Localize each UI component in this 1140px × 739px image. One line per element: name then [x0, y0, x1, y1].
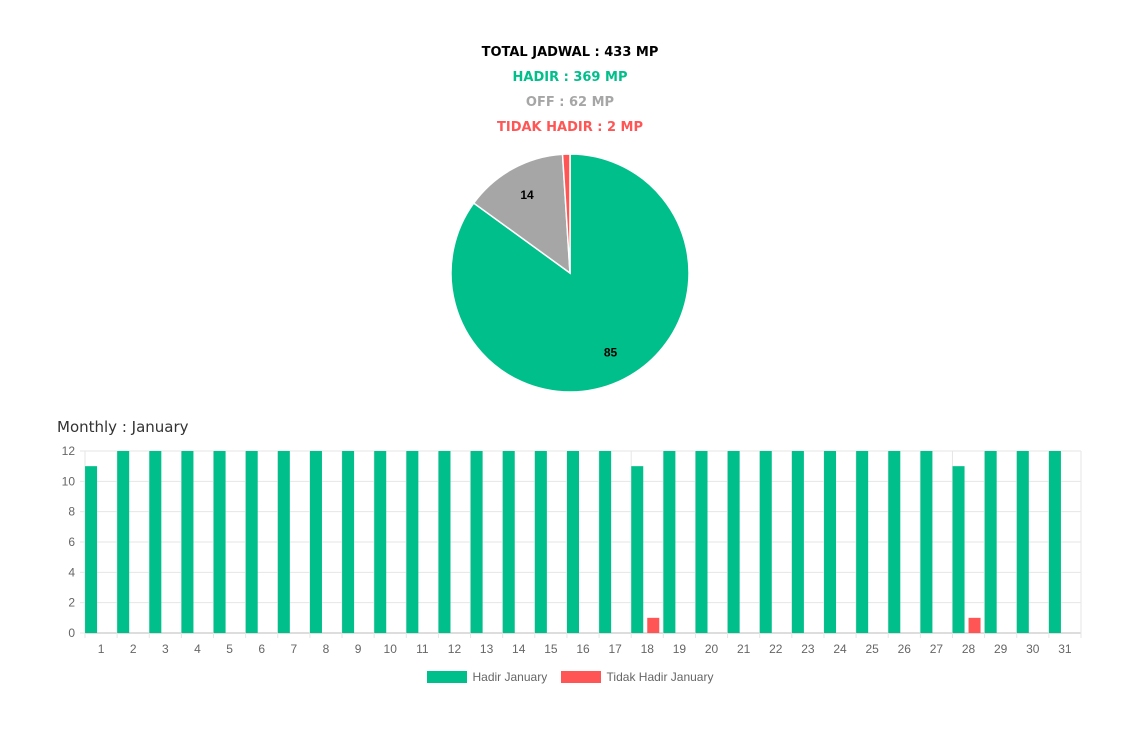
x-tick-label: 11 [416, 642, 429, 656]
bar-tidak-hadir[interactable] [968, 617, 981, 633]
x-tick-label: 21 [737, 642, 751, 656]
bar-hadir[interactable] [502, 451, 515, 633]
total-jadwal-label: TOTAL JADWAL : 433 MP [481, 45, 659, 60]
x-tick-label: 16 [576, 642, 590, 656]
pie-slice-1[interactable] [472, 153, 571, 275]
x-tick-label: 8 [323, 642, 330, 656]
x-tick-label: 12 [448, 642, 462, 656]
x-tick-label: 14 [512, 642, 526, 656]
bar-hadir[interactable] [727, 451, 740, 633]
monthly-title: Monthly : January [57, 418, 189, 436]
bar-hadir[interactable] [534, 451, 547, 633]
bar-hadir[interactable] [631, 466, 644, 633]
x-tick-label: 3 [162, 642, 169, 656]
bar-hadir[interactable] [342, 451, 355, 633]
bar-hadir[interactable] [213, 451, 226, 633]
legend-swatch-hadir [426, 671, 467, 683]
bar-hadir[interactable] [438, 451, 451, 633]
x-tick-label: 7 [290, 642, 297, 656]
pie-chart: 85 14 [450, 153, 690, 393]
bar-hadir[interactable] [920, 451, 933, 633]
x-tick-label: 20 [705, 642, 719, 656]
bar-hadir[interactable] [791, 451, 804, 633]
bar-hadir[interactable] [759, 451, 772, 633]
x-tick-label: 17 [608, 642, 622, 656]
x-tick-label: 5 [226, 642, 233, 656]
x-tick-label: 2 [130, 642, 137, 656]
bar-hadir[interactable] [277, 451, 290, 633]
y-tick-label: 2 [68, 596, 75, 610]
x-tick-label: 28 [962, 642, 976, 656]
bar-tidak-hadir[interactable] [647, 617, 660, 633]
legend-label-tidak-hadir: Tidak Hadir January [606, 670, 714, 684]
bar-hadir[interactable] [117, 451, 130, 633]
bar-hadir[interactable] [245, 451, 258, 633]
y-tick-label: 12 [62, 444, 76, 458]
bar-hadir[interactable] [470, 451, 483, 633]
pie-slice-2[interactable] [561, 153, 571, 274]
x-tick-label: 13 [480, 642, 494, 656]
y-tick-label: 4 [68, 565, 75, 579]
pie-label-0: 85 [604, 346, 618, 360]
tidak-hadir-label: TIDAK HADIR : 2 MP [496, 120, 644, 135]
x-tick-label: 24 [833, 642, 847, 656]
bar-hadir[interactable] [406, 451, 419, 633]
x-tick-label: 31 [1058, 642, 1072, 656]
x-tick-label: 4 [194, 642, 201, 656]
x-tick-label: 19 [673, 642, 687, 656]
y-tick-label: 0 [68, 626, 75, 640]
legend-label-hadir: Hadir January [472, 670, 548, 684]
bar-hadir[interactable] [888, 451, 901, 633]
x-tick-label: 15 [544, 642, 558, 656]
y-tick-label: 10 [62, 474, 76, 488]
x-tick-label: 1 [98, 642, 105, 656]
x-tick-label: 25 [865, 642, 879, 656]
bar-hadir[interactable] [1048, 451, 1061, 633]
x-tick-label: 30 [1026, 642, 1040, 656]
x-tick-label: 6 [258, 642, 265, 656]
y-tick-label: 6 [68, 535, 75, 549]
bar-hadir[interactable] [984, 451, 997, 633]
bar-hadir[interactable] [567, 451, 579, 633]
off-label: OFF : 62 MP [525, 95, 615, 110]
x-tick-label: 23 [801, 642, 815, 656]
legend-item-hadir[interactable]: Hadir January [426, 670, 548, 684]
bar-hadir[interactable] [181, 451, 194, 633]
bar-hadir[interactable] [1016, 451, 1029, 633]
legend-item-tidak-hadir[interactable]: Tidak Hadir January [560, 670, 714, 684]
chart-legend: Hadir January Tidak Hadir January [0, 670, 1140, 686]
pie-label-1: 14 [520, 188, 534, 202]
legend-swatch-tidak-hadir [560, 671, 601, 683]
bar-hadir[interactable] [952, 466, 965, 633]
x-tick-label: 27 [930, 642, 944, 656]
bar-hadir[interactable] [663, 451, 676, 633]
hadir-label: HADIR : 369 MP [512, 70, 628, 85]
bar-hadir[interactable] [149, 451, 162, 633]
bar-hadir[interactable] [309, 451, 322, 633]
x-tick-label: 26 [898, 642, 912, 656]
x-tick-label: 10 [384, 642, 398, 656]
bar-hadir[interactable] [374, 451, 387, 633]
x-tick-label: 18 [641, 642, 655, 656]
x-tick-label: 9 [355, 642, 362, 656]
bar-hadir[interactable] [85, 466, 98, 633]
x-tick-label: 22 [769, 642, 783, 656]
y-tick-label: 8 [68, 505, 75, 519]
bar-hadir[interactable] [856, 451, 869, 633]
x-tick-label: 29 [994, 642, 1008, 656]
bar-hadir[interactable] [695, 451, 708, 633]
bar-hadir[interactable] [599, 451, 612, 633]
bar-hadir[interactable] [824, 451, 837, 633]
